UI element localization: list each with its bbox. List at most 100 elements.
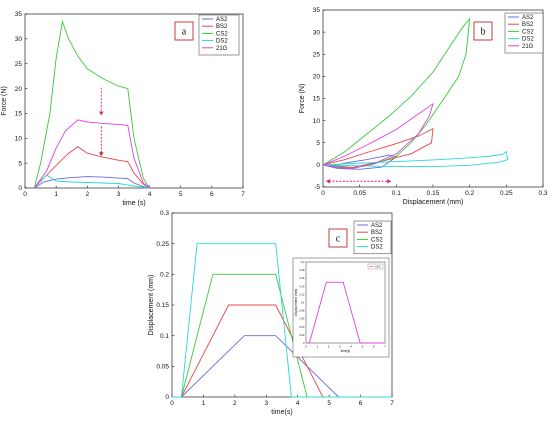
y-tick-label: 15 xyxy=(15,111,23,118)
x-tick-label: 3 xyxy=(117,191,121,198)
inset-y-tick-label: 0.04 xyxy=(299,325,305,329)
legend-entry: CS2 xyxy=(522,29,534,35)
y-tick-label: 0.1 xyxy=(160,333,169,340)
y-axis-label: Displacement (mm) xyxy=(148,275,155,336)
inset-x-tick-label: 1 xyxy=(316,345,318,349)
x-tick-label: 0.15 xyxy=(427,190,440,197)
inset-y-tick-label: 0.12 xyxy=(299,292,305,296)
x-tick-label: 2 xyxy=(233,400,237,407)
y-tick-label: 0.2 xyxy=(160,272,169,279)
panel-label: b xyxy=(481,27,486,38)
x-tick-label: 7 xyxy=(390,400,394,407)
inset-x-tick-label: 7 xyxy=(384,345,386,349)
x-tick-label: 6 xyxy=(359,400,363,407)
series-line-ds2 xyxy=(172,243,392,398)
legend-entry: AS2 xyxy=(522,15,534,21)
legend-entry: DS2 xyxy=(522,37,534,43)
inset-legend-box xyxy=(367,263,384,270)
series-line-cs2 xyxy=(322,17,471,169)
inset-y-tick-label: 0.06 xyxy=(299,317,305,321)
y-tick-label: 30 xyxy=(313,29,321,36)
series-line-ds2 xyxy=(322,150,509,168)
x-tick-label: 0.05 xyxy=(353,190,366,197)
legend-entry: DS2 xyxy=(371,245,383,251)
inset-y-axis-label: Displacement (mm) xyxy=(294,289,298,317)
inset-x-axis-label: time(s) xyxy=(341,349,351,353)
x-tick-label: 1 xyxy=(54,191,58,198)
x-tick-label: 5 xyxy=(179,191,183,198)
inset-chart: 0 1 2 3 4 5 6 7 0 0.02 0.04 0.06 0.08 0.1 0.12 0.14 0.16… xyxy=(292,257,390,358)
x-tick-label: 0.25 xyxy=(500,190,513,197)
y-tick-label: 0.05 xyxy=(156,364,169,371)
x-tick-label: 5 xyxy=(327,400,331,407)
y-tick-label: 0 xyxy=(18,185,22,192)
x-tick-label: 4 xyxy=(296,400,300,407)
legend-entry: AS2 xyxy=(216,17,228,23)
inset-series-line-21g xyxy=(306,281,385,344)
inset-x-tick-label: 0 xyxy=(305,345,307,349)
x-tick-label: 7 xyxy=(241,191,245,198)
legend-entry: CS2 xyxy=(216,31,228,37)
panel-label: a xyxy=(182,27,187,38)
inset-y-tick-label: 0.02 xyxy=(299,333,305,337)
panel-a-force-vs-time: 0 1 2 3 4 5 6 7 0 5 10 15 20 25 30 35 time (s) Force (N) A… xyxy=(1,11,245,207)
x-tick-label: 4 xyxy=(148,191,152,198)
y-tick-label: 0.15 xyxy=(156,302,169,309)
series-line-21g xyxy=(33,119,150,189)
y-tick-label: 25 xyxy=(15,61,23,68)
inset-y-tick-label: 0 xyxy=(303,341,305,345)
x-tick-label: 0.1 xyxy=(392,190,401,197)
x-tick-label: 0 xyxy=(321,190,325,197)
y-axis-label: Force (N) xyxy=(299,84,306,114)
y-tick-label: 20 xyxy=(313,74,321,81)
y-tick-label: 30 xyxy=(15,36,23,43)
x-tick-label: 0.2 xyxy=(465,190,474,197)
y-tick-label: 15 xyxy=(313,96,321,103)
y-tick-label: 20 xyxy=(15,86,23,93)
y-tick-label: 0 xyxy=(316,162,320,169)
annotation-arrow-head xyxy=(99,152,104,157)
series-line-ds2 xyxy=(33,174,150,189)
legend-box xyxy=(504,12,544,54)
series-line-bs2 xyxy=(322,127,434,168)
legend-entry: DS2 xyxy=(216,39,228,45)
x-tick-label: 2 xyxy=(85,191,89,198)
x-tick-label: 0 xyxy=(170,400,174,407)
y-tick-label: 0 xyxy=(165,394,169,401)
x-tick-label: 3 xyxy=(264,400,268,407)
y-tick-label: 35 xyxy=(15,11,23,18)
legend-entry: CS2 xyxy=(371,237,383,243)
x-tick-label: 1 xyxy=(202,400,206,407)
y-axis-label: Force (N) xyxy=(1,86,8,116)
panel-label-box xyxy=(174,21,194,41)
y-tick-label: 35 xyxy=(313,7,321,14)
y-tick-label: 25 xyxy=(313,51,321,58)
annotation-arrow-head xyxy=(387,179,392,184)
inset-frame xyxy=(305,261,386,344)
panel-label-box xyxy=(473,21,493,41)
x-axis-label: Displacement (mm) xyxy=(403,199,464,206)
legend-entry: AS2 xyxy=(371,223,383,229)
annotation-arrow-head xyxy=(325,179,330,184)
inset-x-tick-label: 3 xyxy=(339,345,341,349)
y-tick-label: -5 xyxy=(314,184,320,191)
inset-legend-entry: 21G xyxy=(375,265,381,269)
x-axis-label: time (s) xyxy=(122,200,145,207)
y-tick-label: 10 xyxy=(313,118,321,125)
panel-label-box xyxy=(328,228,348,248)
x-tick-label: 0.3 xyxy=(538,190,547,197)
inset-y-tick-label: 0.2 xyxy=(301,260,305,264)
legend-entry: 21G xyxy=(216,46,228,52)
legend-entry: 21G xyxy=(522,44,534,50)
inset-x-tick-label: 2 xyxy=(328,345,330,349)
y-tick-label: 0.3 xyxy=(160,210,169,217)
y-tick-label: 5 xyxy=(316,140,320,147)
series-line-bs2 xyxy=(33,146,150,189)
inset-x-tick-label: 6 xyxy=(373,345,375,349)
inset-y-tick-label: 0.16 xyxy=(299,276,305,280)
series-line-as2 xyxy=(34,176,150,189)
inset-y-tick-label: 0.08 xyxy=(299,309,305,313)
y-tick-label: 0.25 xyxy=(156,241,169,248)
legend-box xyxy=(198,14,240,56)
